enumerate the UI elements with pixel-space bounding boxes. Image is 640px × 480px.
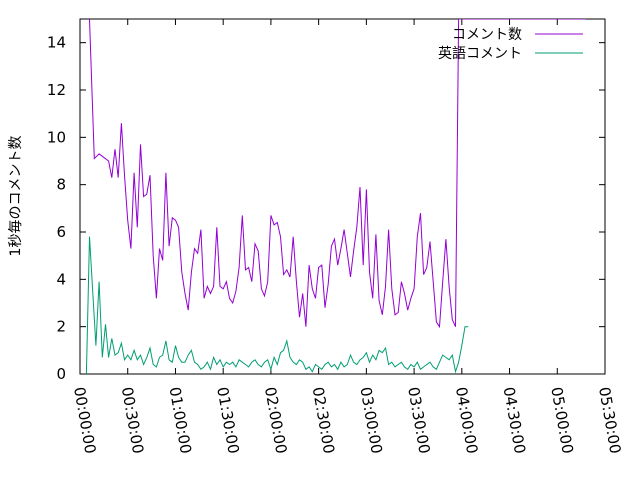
legend-label: 英語コメント	[438, 45, 522, 62]
x-tick-label: 04:30:00	[500, 386, 529, 455]
y-tick-label: 14	[47, 34, 66, 52]
x-tick-label: 02:30:00	[309, 386, 338, 455]
series-line-1	[85, 236, 469, 374]
x-axis: 00:00:00 00:30:00 01:00:00 01:30:00 02:00:00…	[70, 19, 624, 455]
x-tick-label: 05:00:00	[547, 386, 576, 455]
y-tick-label: 6	[56, 223, 66, 241]
x-tick-label: 03:30:00	[404, 386, 433, 455]
x-tick-label: 01:30:00	[213, 386, 242, 455]
x-tick-label: 00:00:00	[70, 386, 99, 455]
y-tick-label: 10	[47, 128, 66, 146]
x-tick-label: 00:30:00	[118, 386, 147, 455]
y-axis: 0 2 4 6 8 10 12 14	[47, 34, 605, 383]
x-tick-label: 03:00:00	[356, 386, 385, 455]
plot-frame	[79, 18, 606, 375]
y-tick-label: 8	[56, 176, 66, 194]
legend-label: コメント数	[452, 27, 522, 43]
y-tick-label: 12	[47, 81, 66, 99]
x-tick-label: 05:30:00	[595, 386, 624, 455]
y-tick-label: 4	[56, 270, 66, 288]
y-tick-label: 0	[56, 365, 66, 383]
x-tick-label: 01:00:00	[166, 386, 195, 455]
x-tick-label: 02:00:00	[261, 386, 290, 455]
y-tick-label: 2	[56, 318, 66, 336]
x-tick-label: 04:00:00	[452, 386, 481, 455]
series-line-0	[89, 19, 586, 329]
y-axis-label: 1秒毎のコメント数	[8, 136, 24, 257]
series-lines	[85, 19, 586, 374]
